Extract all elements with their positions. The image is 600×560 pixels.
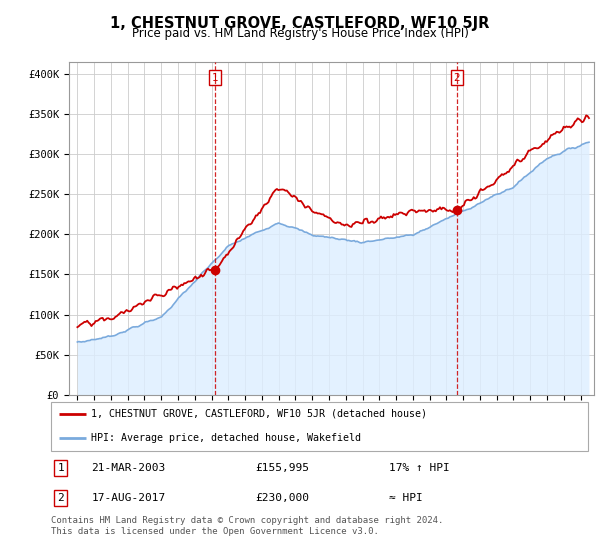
- Text: 1: 1: [57, 463, 64, 473]
- Text: HPI: Average price, detached house, Wakefield: HPI: Average price, detached house, Wake…: [91, 433, 361, 444]
- Text: 2: 2: [57, 493, 64, 503]
- Text: 1, CHESTNUT GROVE, CASTLEFORD, WF10 5JR (detached house): 1, CHESTNUT GROVE, CASTLEFORD, WF10 5JR …: [91, 409, 427, 419]
- Text: £230,000: £230,000: [255, 493, 309, 503]
- Text: 2: 2: [454, 73, 460, 83]
- Text: Price paid vs. HM Land Registry's House Price Index (HPI): Price paid vs. HM Land Registry's House …: [131, 27, 469, 40]
- Text: 1, CHESTNUT GROVE, CASTLEFORD, WF10 5JR: 1, CHESTNUT GROVE, CASTLEFORD, WF10 5JR: [110, 16, 490, 31]
- Text: 1: 1: [212, 73, 218, 83]
- Text: £155,995: £155,995: [255, 463, 309, 473]
- Text: 17-AUG-2017: 17-AUG-2017: [91, 493, 166, 503]
- Text: 17% ↑ HPI: 17% ↑ HPI: [389, 463, 450, 473]
- FancyBboxPatch shape: [51, 402, 588, 451]
- Text: ≈ HPI: ≈ HPI: [389, 493, 423, 503]
- Text: Contains HM Land Registry data © Crown copyright and database right 2024.
This d: Contains HM Land Registry data © Crown c…: [51, 516, 443, 536]
- Text: 21-MAR-2003: 21-MAR-2003: [91, 463, 166, 473]
